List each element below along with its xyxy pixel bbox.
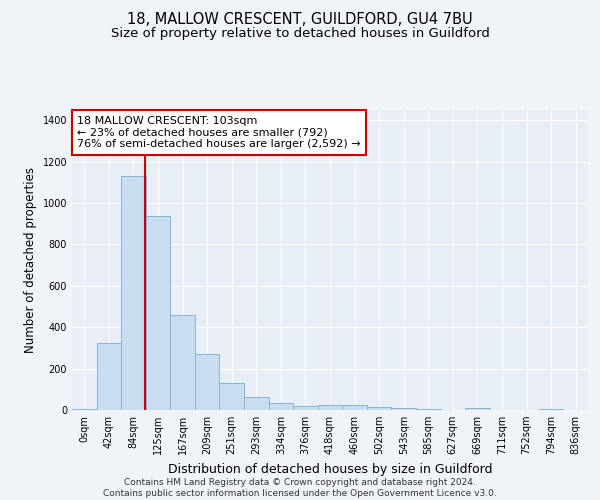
Text: Contains HM Land Registry data © Crown copyright and database right 2024.
Contai: Contains HM Land Registry data © Crown c… xyxy=(103,478,497,498)
Bar xyxy=(121,176,146,410)
Bar xyxy=(97,343,121,410)
Bar xyxy=(416,409,440,410)
Bar xyxy=(367,408,391,410)
Bar xyxy=(269,403,293,410)
Bar xyxy=(539,409,563,410)
Bar xyxy=(342,406,367,410)
Bar xyxy=(293,406,318,410)
Text: Size of property relative to detached houses in Guildford: Size of property relative to detached ho… xyxy=(110,28,490,40)
X-axis label: Distribution of detached houses by size in Guildford: Distribution of detached houses by size … xyxy=(168,462,492,475)
Bar xyxy=(244,396,269,410)
Bar xyxy=(220,383,244,410)
Bar xyxy=(72,409,97,410)
Bar xyxy=(391,408,416,410)
Y-axis label: Number of detached properties: Number of detached properties xyxy=(24,167,37,353)
Text: 18 MALLOW CRESCENT: 103sqm
← 23% of detached houses are smaller (792)
76% of sem: 18 MALLOW CRESCENT: 103sqm ← 23% of deta… xyxy=(77,116,361,149)
Bar xyxy=(318,406,342,410)
Bar xyxy=(195,354,220,410)
Text: 18, MALLOW CRESCENT, GUILDFORD, GU4 7BU: 18, MALLOW CRESCENT, GUILDFORD, GU4 7BU xyxy=(127,12,473,28)
Bar xyxy=(170,315,195,410)
Bar xyxy=(465,408,490,410)
Bar xyxy=(146,216,170,410)
